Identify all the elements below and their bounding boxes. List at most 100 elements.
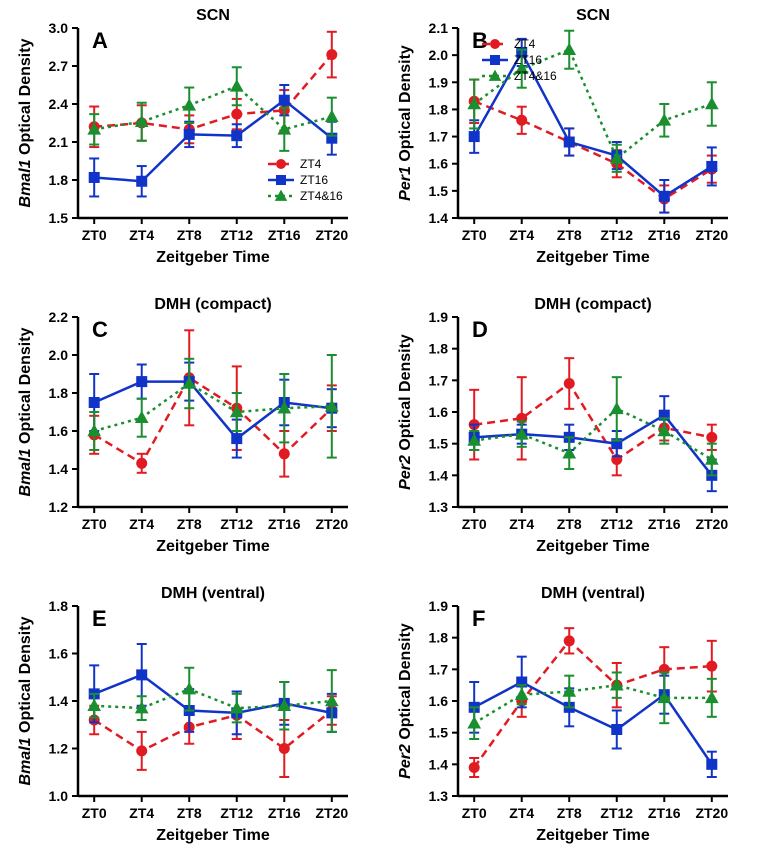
xtick-label: ZT8 [177,805,202,821]
xtick-label: ZT12 [220,805,253,821]
xtick-label: ZT16 [648,227,681,243]
legend-label: ZT4&16 [514,69,557,83]
xtick-label: ZT20 [315,227,348,243]
xtick-label: ZT12 [600,227,633,243]
series-ZT4 [89,32,337,147]
ytick-label: 1.5 [429,725,449,741]
xtick-label: ZT20 [695,805,728,821]
xtick-label: ZT12 [220,516,253,532]
panel-letter: A [92,28,108,53]
ytick-label: 3.0 [49,20,69,36]
ytick-label: 2.0 [49,347,69,363]
panel-F: 1.31.41.51.61.71.81.9ZT0ZT4ZT8ZT12ZT16ZT… [380,578,760,867]
xtick-label: ZT4 [509,227,534,243]
panel-letter: D [472,317,488,342]
panel-title: DMH (ventral) [161,585,265,602]
panel-E: 1.01.21.41.61.8ZT0ZT4ZT8ZT12ZT16ZT20Zeit… [0,578,380,867]
figure: 1.5 1.8 2.1 2.4 2.7 3.0 ZT0 ZT4 ZT8 ZT12 ZT16 ZT20 Z… [0,0,761,868]
ytick-label: 2.0 [429,47,449,63]
series-ZT4_16 [468,673,718,740]
xtick-label: ZT4 [129,805,154,821]
xtick-label: ZT8 [557,516,582,532]
xtick-label: ZT4 [509,516,534,532]
series-ZT4 [469,80,717,213]
x-axis-label: Zeitgeber Time [156,538,270,555]
ytick-label: 1.3 [429,788,449,804]
series-ZT16 [469,396,717,491]
ytick-label: 1.7 [429,129,449,145]
xtick-label: ZT0 [462,805,487,821]
legend-label: ZT4 [300,157,322,171]
x-axis-label: Zeitgeber Time [536,827,650,844]
panel-title: SCN [196,7,230,24]
ytick-label: 1.9 [429,309,449,325]
ytick-label: 1.4 [429,467,449,483]
series-ZT4_16 [468,31,718,172]
y-axis-label: Per2 Optical Density [397,334,414,490]
xtick-label: ZT8 [177,227,202,243]
xtick-label: ZT16 [648,516,681,532]
ytick-label: 1.6 [49,646,69,662]
xtick-label: ZT8 [557,805,582,821]
ytick-label: 1.2 [49,499,69,515]
ytick-label: 1.6 [429,693,449,709]
ytick-label: 1.3 [429,499,449,515]
ytick-label: 1.6 [429,156,449,172]
xtick-label: ZT20 [695,516,728,532]
ytick-label: 1.8 [49,598,69,614]
ytick-label: 1.2 [49,741,69,757]
ytick-label: 1.8 [49,385,69,401]
series-ZT4_16 [468,377,718,475]
xtick-label: ZT4 [129,516,154,532]
ytick-label: 1.7 [429,661,449,677]
xtick-label: ZT16 [268,227,301,243]
ytick-label: 2.4 [49,96,69,112]
x-axis-label: Zeitgeber Time [536,249,650,266]
ytick-label: 1.4 [429,210,449,226]
xtick-label: ZT4 [509,805,534,821]
panel-title: SCN [576,7,610,24]
ytick-label: 1.8 [429,101,449,117]
ytick-label: 2.2 [49,309,69,325]
panel-letter: C [92,317,108,342]
series-ZT4_16 [88,67,338,151]
ytick-label: 2.7 [49,58,69,74]
ytick-label: 1.6 [49,423,69,439]
x-axis-label: Zeitgeber Time [536,538,650,555]
xtick-label: ZT8 [177,516,202,532]
xtick-label: ZT8 [557,227,582,243]
series-ZT16 [89,363,337,458]
ytick-label: 1.4 [49,693,69,709]
series-ZT4_16 [88,355,338,458]
ytick-label: 1.5 [429,183,449,199]
legend: ZT4ZT16ZT4&16 [268,157,343,203]
xtick-label: ZT0 [82,227,107,243]
ytick-label: 1.8 [429,630,449,646]
y-axis-label: Bmal1 Optical Density [17,616,34,785]
legend-label: ZT4 [514,37,536,51]
xtick-label: ZT20 [695,227,728,243]
ytick-label: 2.1 [49,134,69,150]
y-axis-label: Bmal1 Optical Density [17,38,34,207]
y-axis-label: Per1 Optical Density [397,45,414,201]
x-axis-label: Zeitgeber Time [156,827,270,844]
ytick-label: 1.5 [49,210,69,226]
xtick-label: ZT0 [462,227,487,243]
xtick-label: ZT0 [462,516,487,532]
xtick-label: ZT16 [648,805,681,821]
legend-label: ZT16 [514,53,542,67]
series-ZT4 [469,628,717,777]
panel-letter: E [92,606,107,631]
xtick-label: ZT12 [600,805,633,821]
panel-letter: F [472,606,485,631]
ytick-label: 1.4 [49,461,69,477]
x-axis-label: Zeitgeber Time [156,249,270,266]
xtick-label: ZT16 [268,805,301,821]
ytick-label: 1.9 [429,74,449,90]
xtick-label: ZT0 [82,516,107,532]
ytick-label: 1.9 [429,598,449,614]
series-ZT16 [469,657,717,777]
panel-C: 1.21.41.61.82.02.2ZT0ZT4ZT8ZT12ZT16ZT20Z… [0,289,380,578]
panel-letter: B [472,28,488,53]
ytick-label: 1.0 [49,788,69,804]
